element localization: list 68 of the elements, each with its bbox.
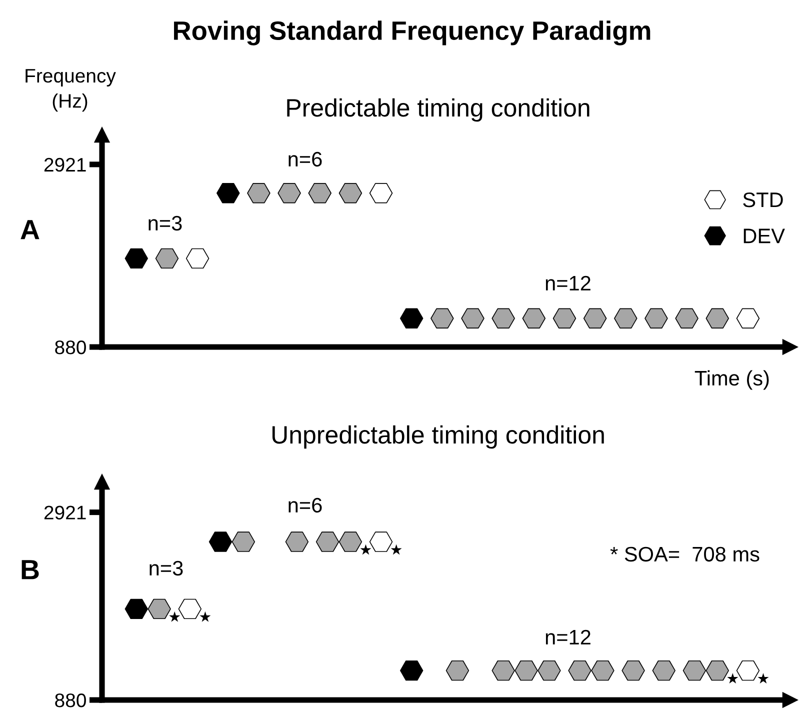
point xyxy=(675,308,698,328)
point xyxy=(583,308,607,328)
chart-subtitle: Unpredictable timing condition xyxy=(272,425,604,449)
point xyxy=(278,183,301,204)
point xyxy=(652,660,676,681)
point xyxy=(208,532,232,552)
point xyxy=(316,532,340,552)
point xyxy=(360,544,372,555)
annotation: n=6 xyxy=(288,498,322,513)
annotation: n=3 xyxy=(150,560,183,576)
point xyxy=(682,660,706,681)
point xyxy=(446,660,470,681)
annotation: n=6 xyxy=(288,152,322,167)
point xyxy=(622,660,645,681)
point xyxy=(169,611,180,622)
y-tick-label: 880 xyxy=(55,693,86,708)
point xyxy=(200,611,211,622)
point xyxy=(148,598,171,620)
point xyxy=(706,308,729,328)
point xyxy=(758,673,769,684)
point xyxy=(614,308,638,328)
point xyxy=(186,248,210,269)
point xyxy=(247,183,270,204)
text: A xyxy=(20,220,40,240)
point xyxy=(369,183,393,204)
point xyxy=(124,598,148,620)
point xyxy=(591,660,614,681)
point xyxy=(492,308,515,328)
legend-label: STD xyxy=(743,192,783,208)
point xyxy=(552,308,576,328)
point xyxy=(232,532,256,552)
y-axis-title: Frequency (Hz) xyxy=(26,69,116,112)
point xyxy=(308,183,332,204)
y-tick-label: 880 xyxy=(55,340,86,354)
point xyxy=(461,308,484,328)
x-axis-title: Time (s) xyxy=(694,370,769,390)
point xyxy=(155,248,179,269)
point xyxy=(430,308,454,328)
annotation: n=12 xyxy=(546,630,590,644)
point xyxy=(568,660,592,681)
point xyxy=(390,544,402,555)
chart-title: Roving Standard Frequency Paradigm xyxy=(174,20,650,46)
point xyxy=(400,660,424,681)
point xyxy=(522,308,546,328)
annotation: n=3 xyxy=(148,216,182,231)
legend-label: DEV xyxy=(744,228,785,244)
annotation: n=12 xyxy=(546,276,590,290)
point xyxy=(338,183,362,204)
point xyxy=(644,308,668,328)
point xyxy=(706,660,729,681)
point xyxy=(736,660,760,681)
y-tick-label: 2921 xyxy=(44,158,86,172)
point xyxy=(492,660,515,681)
point xyxy=(538,660,561,681)
point xyxy=(338,532,362,552)
point xyxy=(285,532,309,552)
point xyxy=(514,660,538,681)
point xyxy=(727,673,738,684)
text: B xyxy=(22,560,39,580)
point xyxy=(369,532,393,552)
point xyxy=(178,598,202,620)
point xyxy=(124,248,148,269)
annotation: * SOA= 708 ms xyxy=(610,546,760,562)
point xyxy=(736,308,760,328)
chart-subtitle: Predictable timing condition xyxy=(287,98,590,122)
point xyxy=(216,183,240,204)
y-tick-label: 2921 xyxy=(44,506,86,520)
point xyxy=(400,308,424,328)
